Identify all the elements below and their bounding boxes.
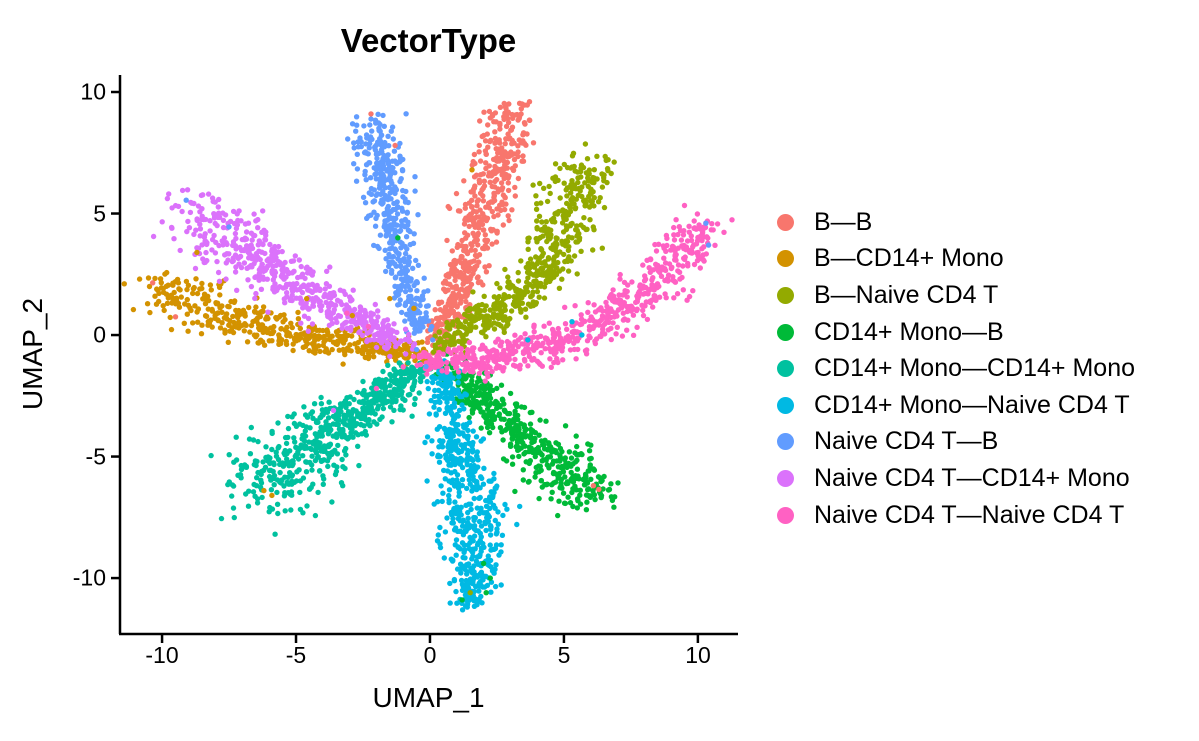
chart-title: VectorType xyxy=(340,22,517,59)
x-axis-label: UMAP_1 xyxy=(372,682,485,713)
legend-swatch-icon xyxy=(777,469,794,487)
legend-item: CD14+ Mono—Naive CD4 T xyxy=(777,387,1135,424)
legend-swatch-icon xyxy=(777,213,794,231)
legend-label: B—CD14+ Mono xyxy=(814,244,1004,273)
legend-item: Naive CD4 T—CD14+ Mono xyxy=(777,460,1135,497)
legend-item: CD14+ Mono—B xyxy=(777,314,1135,351)
y-tick-label: -10 xyxy=(72,564,106,591)
y-tick-label: 10 xyxy=(80,78,106,105)
x-tick-label: 0 xyxy=(423,642,437,668)
legend-swatch-icon xyxy=(777,323,794,341)
legend-item: B—CD14+ Mono xyxy=(777,241,1135,278)
legend: B—B B—CD14+ Mono B—Naive CD4 T CD14+ Mon… xyxy=(777,204,1135,533)
y-axis-label-text: UMAP_2 xyxy=(17,297,48,411)
scatter-points xyxy=(121,99,735,613)
legend-swatch-icon xyxy=(777,250,794,268)
x-tick-label: 10 xyxy=(685,642,711,668)
legend-label: CD14+ Mono—CD14+ Mono xyxy=(814,354,1135,383)
x-tick-label: 5 xyxy=(557,642,571,668)
legend-item: B—B xyxy=(777,204,1135,241)
legend-swatch-icon xyxy=(777,286,794,304)
legend-label: Naive CD4 T—CD14+ Mono xyxy=(814,463,1130,492)
legend-swatch-icon xyxy=(777,360,794,378)
legend-label: Naive CD4 T—Naive CD4 T xyxy=(814,500,1125,529)
legend-item: B—Naive CD4 T xyxy=(777,277,1135,314)
legend-label: Naive CD4 T—B xyxy=(814,427,999,456)
y-tick-label: 5 xyxy=(93,200,106,227)
y-tick-label: -5 xyxy=(85,443,106,470)
legend-label: CD14+ Mono—Naive CD4 T xyxy=(814,390,1130,419)
x-tick-label: -5 xyxy=(285,642,307,668)
legend-swatch-icon xyxy=(777,506,794,524)
x-tick-label: -10 xyxy=(145,642,179,668)
legend-item: Naive CD4 T—Naive CD4 T xyxy=(777,497,1135,534)
legend-label: CD14+ Mono—B xyxy=(814,317,1004,346)
y-tick-label: 0 xyxy=(93,321,106,348)
legend-item: Naive CD4 T—B xyxy=(777,424,1135,461)
legend-swatch-icon xyxy=(777,433,794,451)
legend-swatch-icon xyxy=(777,396,794,414)
legend-label: B—B xyxy=(814,207,873,236)
legend-item: CD14+ Mono—CD14+ Mono xyxy=(777,350,1135,387)
axes xyxy=(111,75,738,643)
legend-label: B—Naive CD4 T xyxy=(814,280,999,309)
